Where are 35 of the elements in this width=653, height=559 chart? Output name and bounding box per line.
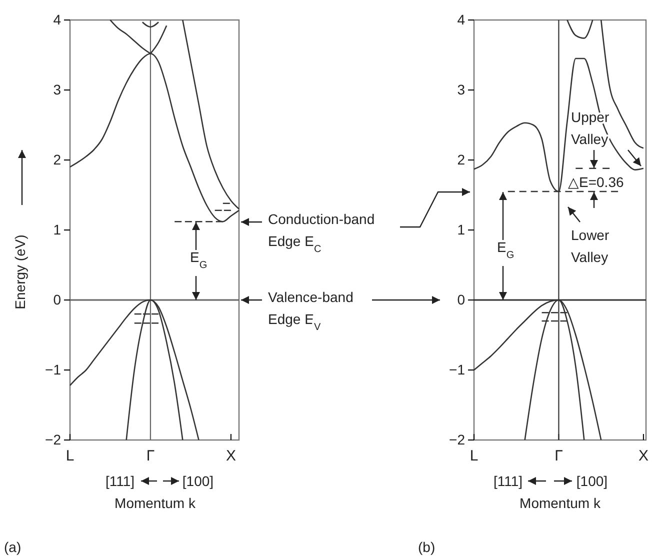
y-tick-label: 1 bbox=[457, 221, 466, 238]
y-tick-label: 3 bbox=[53, 81, 62, 98]
y-tick-label: 2 bbox=[457, 151, 466, 168]
x-tick-label: Γ bbox=[554, 448, 563, 465]
y-tick-label: 4 bbox=[457, 11, 466, 28]
text: [111] bbox=[105, 473, 135, 489]
x-tick-label: L bbox=[66, 448, 74, 465]
annotation: E$_{G}$ bbox=[497, 239, 514, 260]
text: [100] bbox=[576, 473, 608, 489]
x-tick-label: X bbox=[638, 448, 648, 465]
annotation: Lower Valley bbox=[571, 227, 610, 265]
x-axis-title: Momentum k bbox=[114, 495, 196, 511]
y-tick-label: −2 bbox=[45, 431, 62, 448]
y-tick-label: 0 bbox=[457, 291, 466, 308]
y-tick-label: 3 bbox=[457, 81, 466, 98]
x-tick-label: L bbox=[470, 448, 478, 465]
y-tick-label: −1 bbox=[45, 361, 62, 378]
y-tick-label: −1 bbox=[449, 361, 466, 378]
text: (a) bbox=[4, 539, 22, 555]
text: [100] bbox=[182, 473, 214, 489]
annotation: △E=0.36 bbox=[568, 174, 624, 190]
x-axis-title: Momentum k bbox=[520, 495, 602, 511]
text: Conduction-band Edge E$_{C}$ bbox=[268, 211, 375, 254]
y-axis-title: Energy (eV) bbox=[12, 234, 28, 310]
y-tick-label: 0 bbox=[53, 291, 62, 308]
y-tick-label: 4 bbox=[53, 11, 62, 28]
y-tick-label: 2 bbox=[53, 151, 62, 168]
x-tick-label: Γ bbox=[146, 448, 155, 465]
y-tick-label: 1 bbox=[53, 221, 62, 238]
text: (b) bbox=[418, 539, 436, 555]
annotation: E$_{G}$ bbox=[190, 249, 208, 270]
text: Valence-band Edge E$_{V}$ bbox=[268, 289, 354, 332]
x-tick-label: X bbox=[226, 448, 236, 465]
text: [111] bbox=[493, 473, 523, 489]
y-tick-label: −2 bbox=[449, 431, 466, 448]
